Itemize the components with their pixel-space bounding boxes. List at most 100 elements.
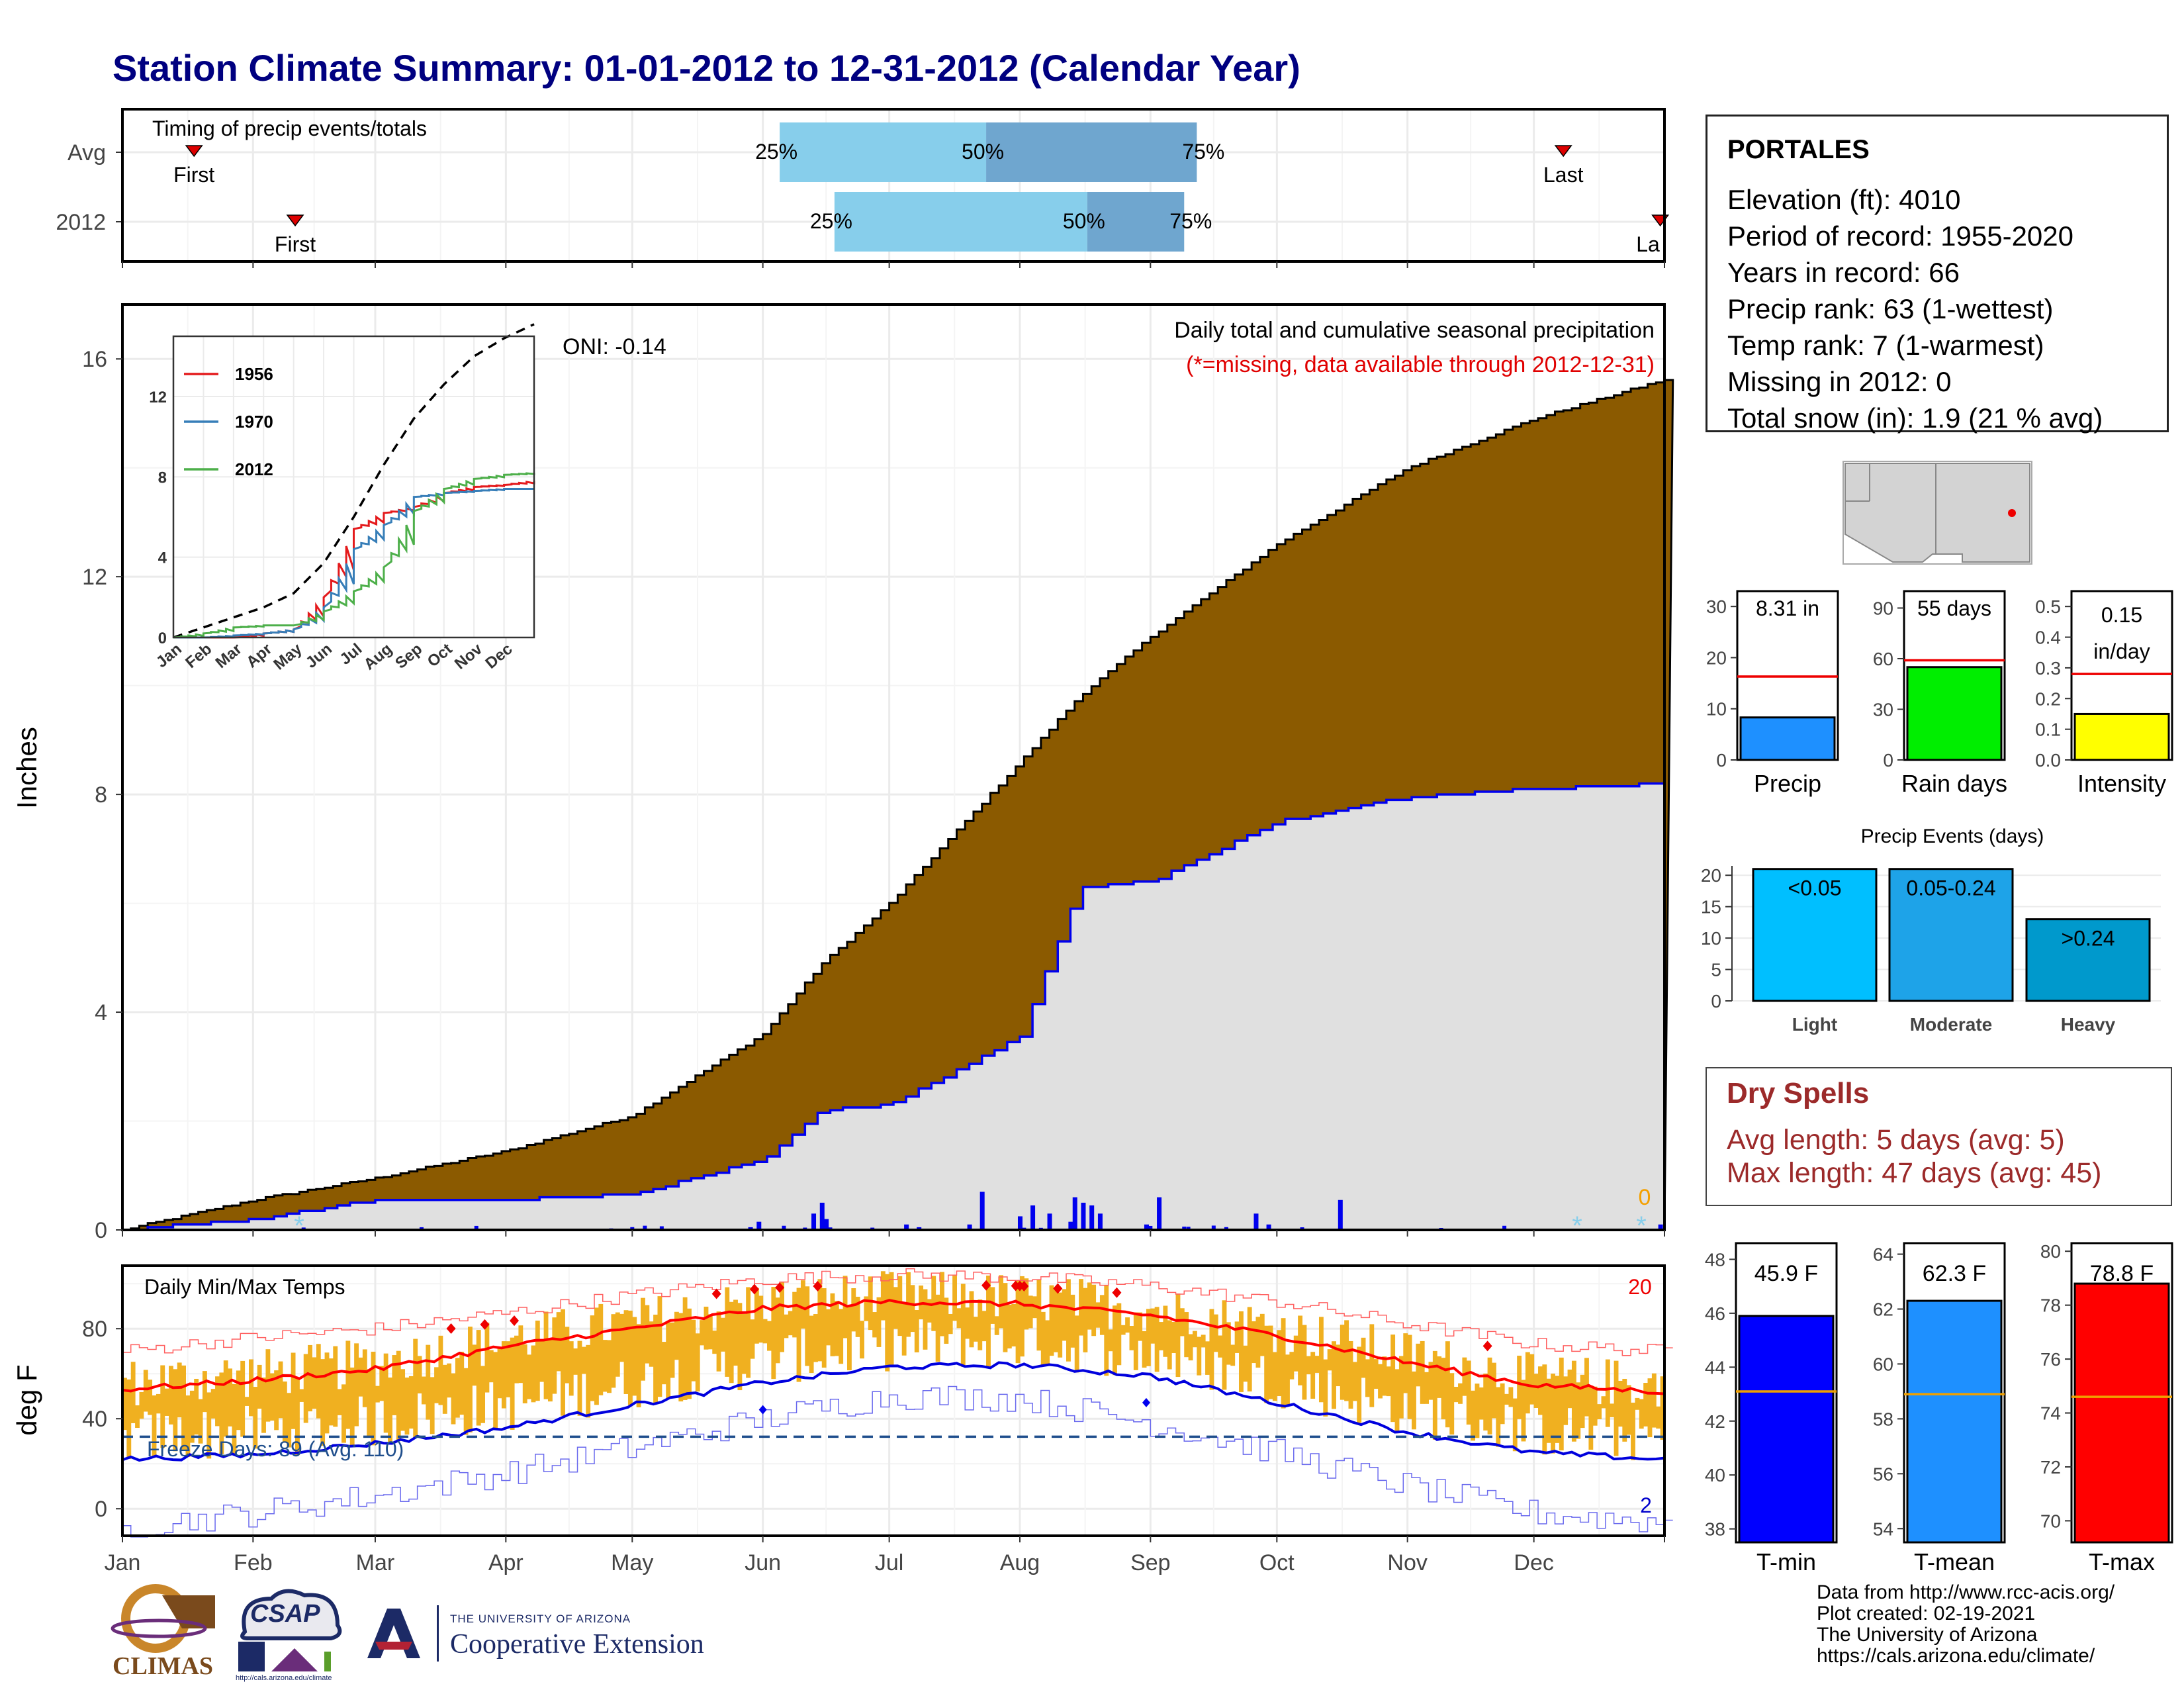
daily-temp-range-bar bbox=[805, 1286, 810, 1366]
daily-temp-range-bar bbox=[312, 1357, 317, 1409]
temp-summary-y-tick-label: 76 bbox=[2040, 1349, 2061, 1370]
daily-temp-range-bar bbox=[1058, 1292, 1063, 1358]
mini-chart-y-tick-label: 0.1 bbox=[2035, 720, 2061, 740]
temp-summary-y-tick-label: 70 bbox=[2040, 1511, 2061, 1531]
daily-temp-range-bar bbox=[733, 1299, 738, 1366]
daily-temp-range-bar bbox=[291, 1352, 296, 1429]
csap-logo: CSAP http://cals.arizona.edu/climate bbox=[232, 1585, 351, 1685]
daily-temp-range-bar bbox=[758, 1295, 764, 1343]
timing-p75-label: 75% bbox=[1182, 140, 1224, 164]
daily-temp-range-bar bbox=[839, 1309, 844, 1364]
daily-temp-range-bar bbox=[746, 1287, 751, 1378]
daily-temp-range-bar bbox=[1617, 1380, 1623, 1427]
inset-y-tick-label: 0 bbox=[158, 630, 167, 647]
temp-summary-value: 45.9 F bbox=[1754, 1261, 1818, 1286]
daily-temp-range-bar bbox=[627, 1310, 633, 1405]
daily-temp-range-bar bbox=[965, 1307, 970, 1339]
temp-summary-y-tick-label: 40 bbox=[1705, 1465, 1725, 1485]
daily-temp-range-bar bbox=[1369, 1324, 1375, 1407]
daily-temp-range-bar bbox=[468, 1327, 473, 1432]
daily-temp-range-bar bbox=[1475, 1383, 1480, 1438]
daily-precip-bar bbox=[1047, 1213, 1052, 1230]
daily-temp-range-bar bbox=[1512, 1398, 1518, 1452]
daily-temp-range-bar bbox=[780, 1281, 784, 1352]
daily-temp-range-bar bbox=[666, 1322, 671, 1398]
daily-temp-range-bar bbox=[1251, 1321, 1256, 1364]
daily-temp-range-bar bbox=[1184, 1312, 1189, 1358]
daily-temp-range-bar bbox=[223, 1360, 228, 1437]
mini-chart-bar bbox=[2073, 712, 2170, 761]
daily-temp-range-bar bbox=[969, 1291, 974, 1348]
daily-temp-range-bar bbox=[1361, 1337, 1366, 1378]
daily-temp-range-bar bbox=[1533, 1374, 1539, 1408]
daily-temp-range-bar bbox=[1635, 1397, 1640, 1410]
daily-temp-range-bar bbox=[1125, 1317, 1130, 1333]
daily-temp-range-bar bbox=[1104, 1285, 1109, 1376]
footer-line: Data from http://www.rcc-acis.org/ bbox=[1817, 1581, 2115, 1603]
daily-temp-range-bar bbox=[1357, 1346, 1362, 1423]
daily-temp-range-bar bbox=[1218, 1335, 1223, 1358]
mini-chart-y-tick-label: 0 bbox=[1883, 750, 1893, 771]
daily-temp-range-bar bbox=[430, 1377, 435, 1434]
mini-chart-value-unit: in/day bbox=[2093, 639, 2150, 663]
events-y-tick-label: 10 bbox=[1701, 928, 1721, 949]
daily-temp-range-bar bbox=[1230, 1344, 1236, 1366]
timing-p75-label: 75% bbox=[1169, 209, 1212, 233]
daily-precip-bar bbox=[1030, 1205, 1036, 1230]
events-category-label: Light bbox=[1792, 1014, 1837, 1035]
mini-chart-y-tick-label: 0.0 bbox=[2035, 750, 2061, 771]
daily-precip-bar bbox=[1157, 1197, 1162, 1230]
daily-temp-range-bar bbox=[885, 1274, 890, 1372]
timing-last-label: Last bbox=[1543, 163, 1584, 187]
daily-temp-range-bar bbox=[889, 1272, 894, 1365]
daily-temp-range-bar bbox=[754, 1288, 759, 1344]
daily-temp-range-bar bbox=[392, 1355, 397, 1415]
inset-y-tick-label: 12 bbox=[149, 389, 167, 406]
daily-temp-range-bar bbox=[897, 1276, 903, 1336]
events-category-label: Heavy bbox=[2061, 1014, 2116, 1035]
timing-row-label: Avg bbox=[68, 140, 106, 165]
month-tick-label: Apr bbox=[488, 1550, 523, 1575]
daily-temp-range-bar bbox=[1066, 1279, 1071, 1362]
daily-temp-range-bar bbox=[1138, 1312, 1143, 1341]
inset-legend-label: 2012 bbox=[235, 459, 273, 479]
daily-temp-range-bar bbox=[1551, 1374, 1555, 1454]
daily-precip-bar bbox=[1338, 1199, 1343, 1230]
daily-temp-range-bar bbox=[308, 1344, 312, 1412]
daily-temp-range-bar bbox=[1049, 1285, 1054, 1356]
daily-temp-range-bar bbox=[1314, 1356, 1320, 1373]
cumulative-2012-area bbox=[122, 782, 1666, 1231]
daily-temp-range-bar bbox=[139, 1391, 144, 1419]
month-tick-label: Jun bbox=[745, 1550, 781, 1575]
daily-temp-range-bar bbox=[1045, 1320, 1050, 1364]
daily-temp-range-bar bbox=[1336, 1344, 1341, 1387]
daily-temp-range-bar bbox=[1201, 1335, 1206, 1348]
daily-temp-range-bar bbox=[1656, 1406, 1661, 1429]
daily-precip-bar bbox=[819, 1202, 825, 1230]
csap-logo-url: http://cals.arizona.edu/climate bbox=[236, 1674, 332, 1682]
timing-bar-50-75 bbox=[986, 122, 1197, 182]
daily-temp-range-bar bbox=[577, 1340, 582, 1416]
daily-temp-range-bar bbox=[1239, 1311, 1244, 1392]
missing-star-marker: * bbox=[1572, 1211, 1582, 1241]
daily-temp-range-bar bbox=[543, 1311, 549, 1399]
events-chart-title: Precip Events (days) bbox=[1861, 825, 2044, 847]
inset-average-line bbox=[173, 323, 535, 639]
temp-panel-border bbox=[121, 1264, 1666, 1537]
daily-temp-range-bar bbox=[771, 1287, 776, 1380]
temp-summary-y-tick-label: 46 bbox=[1705, 1303, 1725, 1324]
daily-temp-range-bar bbox=[303, 1354, 308, 1423]
inset-y-tick-label: 4 bbox=[158, 549, 167, 567]
daily-temp-range-bar bbox=[181, 1365, 186, 1450]
daily-temp-range-bar bbox=[295, 1378, 300, 1456]
daily-precip-bar bbox=[1658, 1224, 1663, 1230]
record-high-marker bbox=[510, 1315, 520, 1327]
daily-temp-range-bar bbox=[1146, 1309, 1151, 1366]
daily-temp-range-bar bbox=[636, 1324, 641, 1407]
daily-precip-bar bbox=[1144, 1224, 1149, 1230]
temp-summary-y-tick-label: 78 bbox=[2040, 1295, 2061, 1316]
temp-y-tick-label: 40 bbox=[82, 1407, 107, 1432]
mini-chart-bar bbox=[1739, 716, 1836, 761]
daily-temp-range-bar bbox=[615, 1312, 620, 1377]
daily-temp-range-bar bbox=[1483, 1374, 1488, 1431]
